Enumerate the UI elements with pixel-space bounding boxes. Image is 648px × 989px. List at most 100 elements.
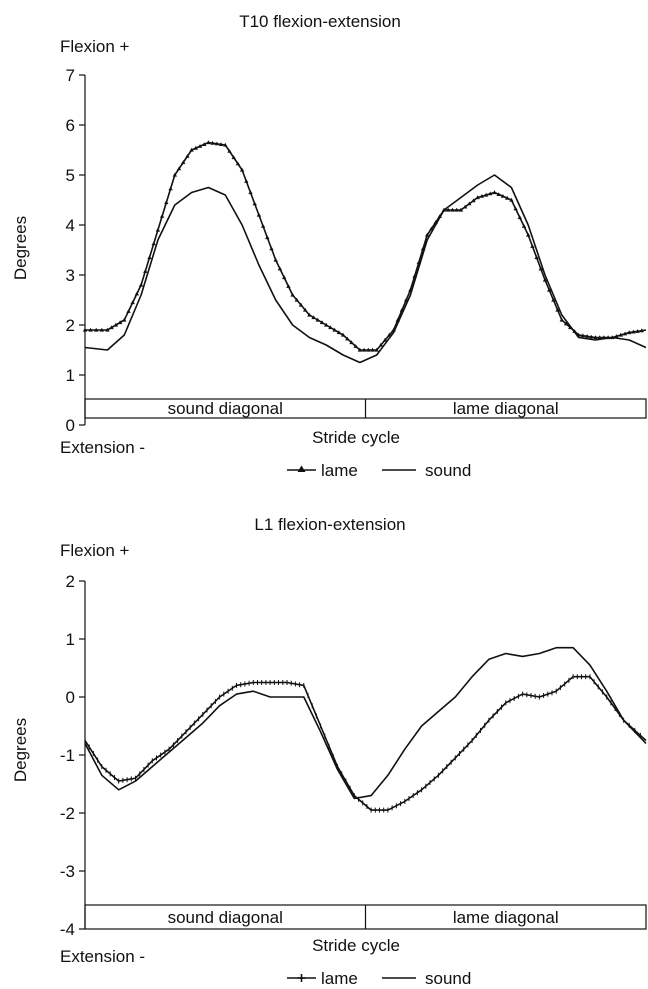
data-point — [117, 320, 123, 325]
flexion-label: Flexion + — [60, 541, 130, 560]
data-point — [244, 179, 249, 183]
data-point — [467, 201, 472, 206]
data-point — [286, 284, 291, 288]
data-point — [521, 224, 527, 228]
data-point — [458, 207, 464, 212]
legend-label-sound: sound — [425, 461, 471, 480]
data-point — [277, 266, 283, 271]
data-point — [138, 282, 144, 287]
data-point — [361, 347, 367, 352]
data-point — [488, 191, 493, 196]
data-point — [105, 327, 110, 332]
data-point — [172, 172, 177, 177]
data-point — [252, 201, 257, 206]
plot-area: 0 1 2 3 4 5 6 7 sound diagonal lame diagonal — [66, 66, 647, 435]
data-point — [260, 224, 266, 228]
data-point — [446, 207, 451, 212]
data-point — [197, 144, 203, 148]
legend-label-lame: lame — [321, 969, 358, 988]
y-tick-label: -2 — [60, 804, 75, 823]
y-tick-label: 2 — [66, 316, 75, 335]
data-point — [639, 328, 644, 333]
extension-label: Extension - — [60, 947, 145, 966]
chart-l1: L1 flexion-extension Flexion + Extension… — [11, 515, 647, 988]
data-point — [227, 149, 232, 153]
data-point — [82, 327, 88, 332]
data-point — [534, 255, 539, 260]
legend-marker-lame — [297, 465, 306, 472]
chart-title: T10 flexion-extension — [239, 12, 401, 31]
data-point — [622, 331, 628, 336]
phase-label: sound diagonal — [168, 399, 283, 418]
data-point — [580, 333, 586, 338]
x-axis-label: Stride cycle — [312, 428, 400, 447]
data-point — [311, 315, 316, 320]
data-point — [214, 141, 219, 146]
data-point — [202, 142, 207, 146]
data-point — [256, 212, 262, 217]
data-point — [223, 142, 228, 147]
data-point — [496, 192, 501, 196]
data-point — [315, 317, 320, 322]
data-point — [94, 327, 99, 332]
series-lame — [84, 674, 647, 813]
data-point — [631, 329, 636, 334]
y-tick-label: 0 — [66, 416, 75, 435]
data-point — [593, 335, 598, 340]
data-point — [450, 207, 455, 212]
data-point — [159, 214, 165, 218]
data-point — [303, 307, 308, 312]
data-point — [340, 332, 346, 337]
y-tick-label: -1 — [60, 746, 75, 765]
legend-label-sound: sound — [425, 969, 471, 988]
y-tick-label: 5 — [66, 166, 75, 185]
data-point — [614, 334, 619, 338]
chart-t10: T10 flexion-extension Flexion + Extensio… — [11, 12, 647, 480]
data-point — [538, 266, 543, 271]
legend: lame sound — [287, 969, 471, 988]
data-point — [164, 200, 169, 205]
data-point — [526, 232, 531, 237]
flexion-label: Flexion + — [60, 37, 130, 56]
data-point — [475, 195, 480, 200]
y-tick-label: 2 — [66, 572, 75, 591]
y-tick-label: 1 — [66, 366, 75, 385]
data-point — [185, 154, 190, 158]
data-point — [517, 215, 522, 220]
series-line-sound — [84, 646, 647, 800]
y-axis-label: Degrees — [11, 718, 30, 782]
data-point — [505, 195, 510, 200]
data-point — [324, 322, 329, 327]
data-point — [547, 287, 552, 292]
data-point — [206, 140, 211, 145]
data-point — [382, 337, 388, 342]
data-point — [168, 186, 173, 191]
y-tick-label: -3 — [60, 862, 75, 881]
data-point — [210, 140, 215, 145]
data-point — [88, 327, 93, 332]
data-point — [336, 330, 342, 335]
data-point — [345, 336, 350, 341]
data-point — [366, 347, 371, 352]
data-point — [349, 340, 354, 345]
data-point — [113, 322, 119, 327]
data-point — [509, 197, 514, 202]
series-line-sound — [84, 174, 647, 364]
data-point — [471, 198, 476, 203]
data-point — [109, 325, 114, 330]
legend: lame sound — [287, 461, 471, 480]
legend-marker-lame — [297, 974, 306, 982]
x-axis-label: Stride cycle — [312, 936, 400, 955]
data-point — [513, 206, 518, 211]
y-tick-label: 7 — [66, 66, 75, 85]
data-point — [235, 161, 241, 166]
data-point — [265, 235, 270, 240]
data-point — [479, 194, 485, 198]
plot-area: -4 -3 -2 -1 0 1 2 sound diagonal lame diagonal — [60, 572, 647, 939]
data-point — [269, 246, 274, 251]
data-point — [597, 335, 602, 340]
extension-label: Extension - — [60, 438, 145, 457]
y-tick-label: 0 — [66, 688, 75, 707]
data-point — [147, 255, 152, 260]
